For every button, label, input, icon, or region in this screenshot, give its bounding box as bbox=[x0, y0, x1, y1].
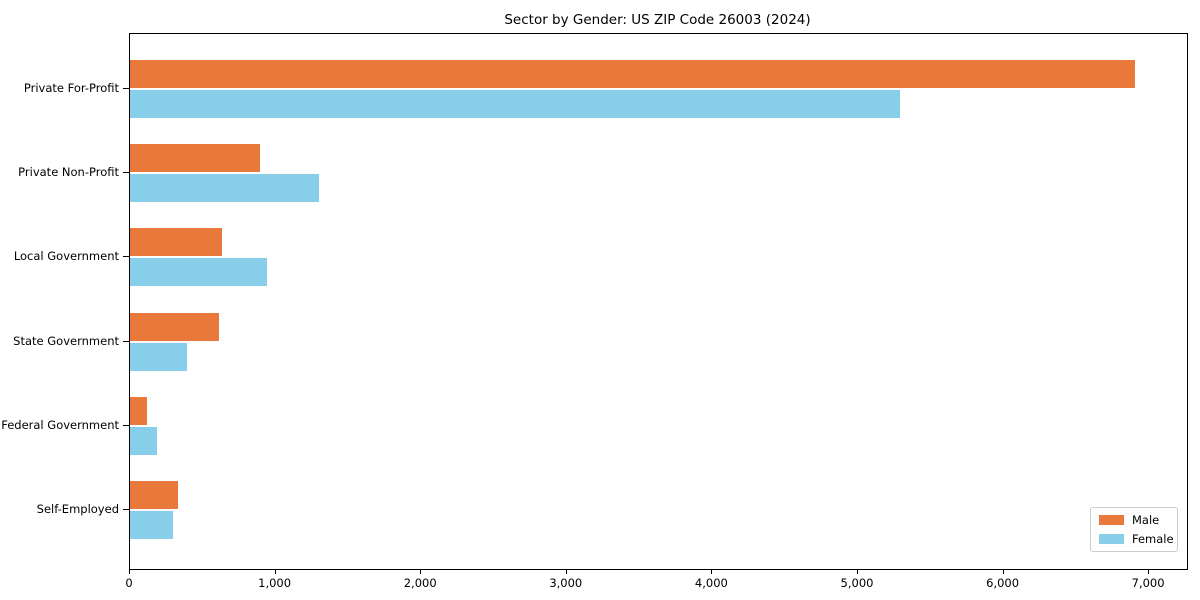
bar-male-4 bbox=[130, 312, 219, 341]
x-tick-mark bbox=[420, 570, 422, 574]
plot-area bbox=[129, 33, 1188, 570]
x-tick-label: 5,000 bbox=[840, 576, 874, 590]
y-tick-mark bbox=[123, 424, 129, 426]
x-tick-mark bbox=[129, 570, 130, 574]
y-tick-label: Private For-Profit bbox=[23, 81, 119, 95]
legend-entry-female: Female bbox=[1099, 533, 1174, 545]
x-tick-mark bbox=[274, 570, 276, 574]
bar-male-2 bbox=[130, 144, 260, 173]
y-tick-label: Self-Employed bbox=[36, 502, 119, 516]
x-tick-mark bbox=[1148, 570, 1150, 574]
x-tick-mark bbox=[565, 570, 567, 574]
chart-title: Sector by Gender: US ZIP Code 26003 (202… bbox=[504, 12, 811, 28]
bar-female-6 bbox=[130, 511, 173, 539]
bar-female-4 bbox=[130, 342, 187, 371]
y-tick-label: Private Non-Profit bbox=[18, 165, 119, 180]
bar-male-5 bbox=[130, 396, 147, 425]
x-tick-label: 3,000 bbox=[549, 576, 583, 590]
y-tick-label: Federal Government bbox=[1, 417, 119, 432]
y-tick-mark bbox=[123, 509, 129, 510]
y-tick-label: Local Government bbox=[13, 249, 119, 264]
y-tick-label: State Government bbox=[13, 333, 119, 348]
bar-female-1 bbox=[130, 90, 901, 118]
y-tick-mark bbox=[123, 172, 129, 174]
x-tick-label: 6,000 bbox=[986, 576, 1020, 590]
y-tick-mark bbox=[123, 88, 129, 89]
bar-male-3 bbox=[130, 228, 222, 257]
y-tick-mark bbox=[123, 340, 129, 342]
x-tick-mark bbox=[1002, 570, 1004, 574]
legend-label: Male bbox=[1132, 513, 1160, 527]
x-tick-label: 1,000 bbox=[258, 576, 292, 590]
legend: Male Female bbox=[1090, 507, 1178, 552]
y-tick-mark bbox=[123, 256, 129, 258]
x-tick-label: 7,000 bbox=[1131, 576, 1165, 590]
bar-male-1 bbox=[130, 60, 1135, 88]
bar-male-6 bbox=[130, 481, 178, 509]
legend-swatch-female bbox=[1099, 534, 1124, 544]
x-tick-label: 2,000 bbox=[403, 576, 437, 590]
x-tick-mark bbox=[711, 570, 713, 574]
bar-female-5 bbox=[130, 426, 157, 455]
legend-label: Female bbox=[1132, 532, 1174, 546]
bar-female-3 bbox=[130, 258, 267, 287]
legend-swatch-male bbox=[1099, 515, 1124, 525]
x-tick-mark bbox=[857, 570, 858, 574]
bar-female-2 bbox=[130, 174, 320, 203]
legend-entry-male: Male bbox=[1099, 514, 1169, 526]
x-tick-label: 0 bbox=[125, 576, 133, 590]
x-tick-label: 4,000 bbox=[694, 576, 728, 590]
